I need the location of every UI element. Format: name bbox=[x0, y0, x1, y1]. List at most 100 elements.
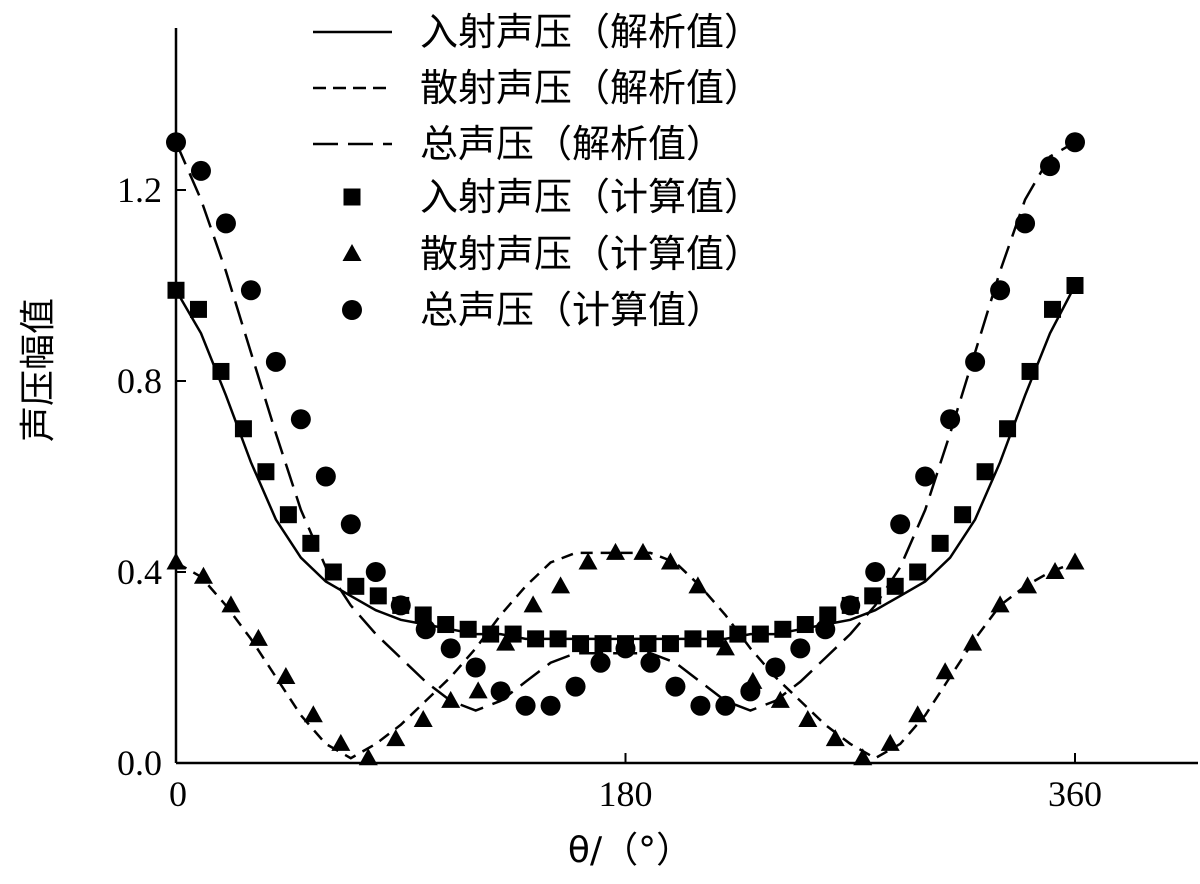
data-point-circle bbox=[490, 681, 511, 702]
data-point-circle bbox=[515, 695, 536, 716]
data-point-square bbox=[796, 616, 814, 634]
data-point-square bbox=[1044, 300, 1062, 318]
legend-item: 散射声压（计算值） bbox=[342, 232, 762, 276]
data-point-square bbox=[931, 534, 949, 552]
data-point-circle bbox=[365, 562, 386, 582]
data-point-triangle bbox=[853, 748, 873, 766]
x-tick-label: 0 bbox=[169, 774, 187, 814]
data-point-triangle bbox=[963, 633, 983, 651]
series-line bbox=[175, 551, 1076, 760]
data-point-square bbox=[369, 587, 387, 605]
legend-item: 总声压（计算值） bbox=[342, 288, 724, 332]
data-point-square bbox=[279, 506, 297, 524]
data-point-triangle bbox=[523, 595, 543, 613]
data-point-triangle bbox=[770, 690, 790, 708]
x-tick-label: 180 bbox=[599, 774, 653, 814]
data-point-triangle bbox=[606, 542, 626, 560]
data-point-circle bbox=[342, 300, 362, 320]
data-point-triangle bbox=[358, 748, 378, 766]
data-point-circle bbox=[390, 595, 411, 616]
legend-label: 散射声压（解析值） bbox=[420, 66, 762, 110]
data-point-square bbox=[864, 587, 882, 605]
data-point-square bbox=[324, 563, 342, 581]
data-point-triangle bbox=[342, 244, 362, 261]
data-point-triangle bbox=[1018, 576, 1038, 594]
data-point-triangle bbox=[935, 662, 955, 680]
series bbox=[166, 132, 1085, 766]
data-point-square bbox=[729, 625, 747, 643]
legend-label: 总声压（解析值） bbox=[420, 122, 724, 166]
series-3 bbox=[174, 141, 1076, 712]
data-point-triangle bbox=[990, 595, 1010, 613]
data-point-circle bbox=[415, 619, 436, 640]
data-point-circle bbox=[166, 132, 186, 153]
legend-label: 散射声压（计算值） bbox=[420, 232, 762, 276]
data-point-square bbox=[819, 606, 837, 624]
data-point-circle bbox=[1040, 156, 1061, 177]
data-point-triangle bbox=[551, 576, 571, 594]
y-tick-label: 1.2 bbox=[117, 170, 162, 210]
data-point-circle bbox=[840, 595, 861, 616]
data-point-triangle bbox=[221, 595, 241, 613]
data-point-triangle bbox=[1065, 552, 1085, 570]
data-point-square bbox=[527, 630, 545, 648]
data-point-circle bbox=[565, 676, 586, 697]
data-point-circle bbox=[440, 638, 461, 659]
data-point-triangle bbox=[688, 576, 708, 594]
data-point-circle bbox=[540, 695, 561, 716]
data-point-circle bbox=[715, 695, 736, 716]
data-point-triangle bbox=[715, 638, 735, 656]
data-point-circle bbox=[215, 213, 236, 234]
data-point-triangle bbox=[798, 710, 818, 728]
y-tick-label: 0.0 bbox=[117, 743, 162, 783]
data-point-square bbox=[189, 300, 207, 318]
legend: 入射声压（解析值） 散射声压（解析值） 总声压（解析值） 入射声压（计算值） 散射声压（… bbox=[313, 10, 762, 332]
series-5 bbox=[166, 542, 1085, 766]
series-6 bbox=[166, 132, 1085, 716]
data-point-circle bbox=[915, 466, 936, 487]
data-point-triangle bbox=[166, 552, 186, 570]
data-point-square bbox=[751, 625, 769, 643]
data-point-triangle bbox=[441, 690, 461, 708]
data-point-circle bbox=[1015, 213, 1036, 234]
data-point-square bbox=[234, 420, 252, 438]
ticks: 0.0 0.4 0.8 1.2 0 180 360 bbox=[117, 170, 1102, 814]
data-point-triangle bbox=[633, 542, 653, 560]
legend-item: 总声压（解析值） bbox=[313, 122, 724, 166]
data-point-circle bbox=[315, 466, 336, 487]
data-point-square bbox=[482, 625, 500, 643]
data-point-square bbox=[459, 620, 477, 638]
data-point-circle bbox=[965, 351, 986, 372]
data-point-triangle bbox=[386, 729, 406, 747]
legend-item: 散射声压（解析值） bbox=[313, 66, 762, 110]
data-point-circle bbox=[865, 562, 886, 582]
data-point-square bbox=[976, 463, 994, 481]
data-point-circle bbox=[240, 280, 261, 301]
data-point-circle bbox=[990, 280, 1011, 301]
data-point-circle bbox=[765, 657, 786, 678]
data-point-circle bbox=[890, 514, 911, 535]
series-2 bbox=[175, 551, 1076, 760]
data-point-square bbox=[437, 616, 455, 634]
data-point-triangle bbox=[276, 667, 296, 685]
data-point-square bbox=[594, 635, 612, 653]
data-point-circle bbox=[640, 652, 661, 673]
series-line bbox=[174, 141, 1076, 712]
data-point-circle bbox=[590, 652, 611, 673]
data-point-circle bbox=[190, 160, 211, 181]
x-tick-label: 360 bbox=[1048, 774, 1102, 814]
data-point-square bbox=[774, 620, 792, 638]
data-point-circle bbox=[1065, 132, 1085, 153]
data-point-triangle bbox=[578, 552, 598, 570]
data-point-square bbox=[706, 630, 724, 648]
legend-label: 入射声压（计算值） bbox=[420, 175, 762, 219]
data-point-triangle bbox=[908, 705, 928, 723]
data-point-square bbox=[684, 630, 702, 648]
data-point-square bbox=[343, 188, 361, 206]
data-point-square bbox=[1021, 362, 1039, 380]
series-4 bbox=[167, 277, 1084, 653]
data-point-circle bbox=[465, 657, 486, 678]
data-point-circle bbox=[790, 638, 811, 659]
data-point-circle bbox=[615, 638, 636, 659]
